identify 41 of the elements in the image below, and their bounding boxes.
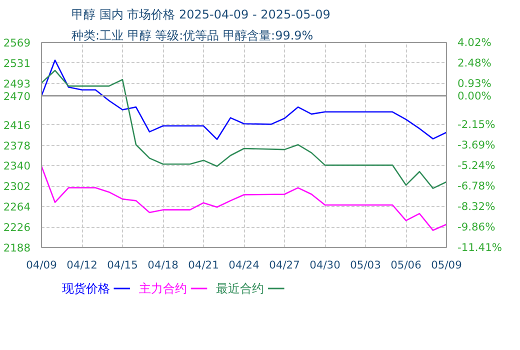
y-tick-label: 2302 bbox=[3, 180, 31, 194]
chart-subtitle: 种类:工业 甲醇 等级:优等品 甲醇含量:99.9% bbox=[72, 28, 314, 42]
y2-tick-label: 4.02% bbox=[458, 36, 492, 49]
legend-label: 最近合约 bbox=[216, 282, 264, 296]
y2-tick-label: -9.86% bbox=[458, 220, 496, 234]
x-tick-label: 04/15 bbox=[107, 258, 138, 272]
x-tick-label: 04/24 bbox=[228, 258, 260, 272]
y-tick-label: 2416 bbox=[3, 118, 31, 132]
y2-tick-label: 0.93% bbox=[458, 77, 492, 90]
x-tick-label: 04/30 bbox=[310, 258, 341, 272]
y-tick-label: 2470 bbox=[3, 90, 31, 103]
y2-tick-label: 2.48% bbox=[458, 56, 492, 70]
y2-tick-label: -2.15% bbox=[458, 118, 496, 131]
x-tick-label: 05/03 bbox=[350, 258, 381, 272]
x-tick-label: 04/12 bbox=[66, 258, 98, 272]
y-tick-label: 2340 bbox=[3, 160, 31, 173]
x-tick-label: 04/27 bbox=[269, 258, 300, 272]
x-tick-label: 04/18 bbox=[148, 258, 179, 272]
y-tick-label: 2378 bbox=[3, 139, 31, 152]
y2-tick-label: -3.69% bbox=[458, 138, 496, 152]
y-tick-label: 2493 bbox=[3, 77, 31, 90]
y-tick-label: 2188 bbox=[3, 242, 31, 254]
chart-title: 甲醇 国内 市场价格 2025-04-09 - 2025-05-09 bbox=[72, 8, 330, 22]
x-tick-label: 04/21 bbox=[188, 258, 219, 272]
y-tick-label: 2264 bbox=[3, 200, 31, 214]
line-series bbox=[42, 70, 446, 189]
y2-tick-label: -5.24% bbox=[458, 159, 496, 172]
legend-label: 主力合约 bbox=[138, 282, 187, 296]
line-series bbox=[42, 60, 446, 140]
x-tick-label: 05/06 bbox=[390, 258, 422, 272]
y2-tick-label: -6.78% bbox=[458, 179, 496, 192]
line-series bbox=[42, 166, 446, 231]
y-tick-label: 2226 bbox=[3, 221, 31, 234]
y2-tick-label: 0.00% bbox=[458, 89, 492, 102]
x-tick-label: 04/09 bbox=[26, 258, 58, 272]
legend-label: 现货价格 bbox=[62, 282, 110, 296]
y2-tick-label: -11.41% bbox=[458, 241, 502, 254]
y2-tick-label: -8.32% bbox=[458, 200, 496, 213]
y-tick-label: 2531 bbox=[3, 56, 31, 70]
y-tick-label: 2569 bbox=[3, 36, 31, 50]
x-tick-label: 05/09 bbox=[431, 258, 462, 272]
